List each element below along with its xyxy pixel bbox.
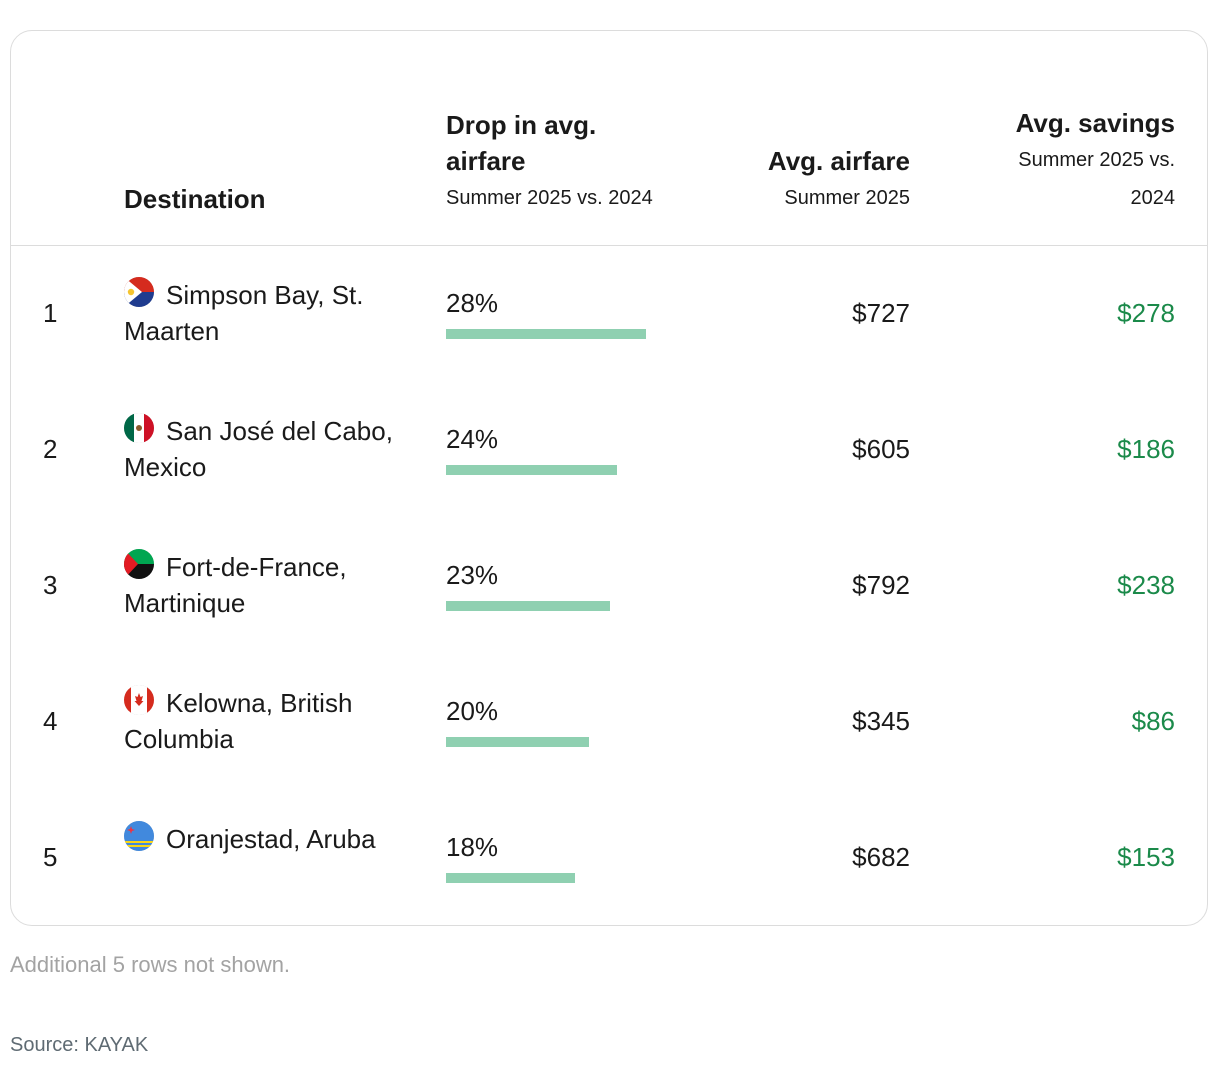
row-drop-bar [446,737,589,747]
martinique-flag-icon [124,549,154,579]
table-row: 4 Kelowna, British Columbia 20% $345 $86 [11,653,1207,789]
row-destination-label: San José del Cabo, Mexico [124,416,393,482]
row-destination: Fort-de-France, Martinique [124,549,394,621]
row-rank: 3 [43,570,58,600]
canada-flag-icon [124,685,154,715]
row-rank: 2 [43,434,58,464]
header-airfare: Avg. airfare Summer 2025 [768,143,910,217]
header-destination-title: Destination [124,184,266,214]
row-savings: $238 [1117,570,1175,600]
header-airfare-title: Avg. airfare [767,146,910,176]
row-drop-bar [446,873,575,883]
header-savings-title: Avg. savings [1015,108,1175,138]
row-rank: 5 [43,842,58,872]
row-drop-label: 23% [446,560,499,590]
table-row: 3 Fort-de-France, Martinique 23% $792 $238 [11,517,1207,653]
table-row: 1 Simpson Bay, St. Maarten 28% $727 $278 [11,245,1207,381]
row-savings: $278 [1117,298,1175,328]
row-destination-label: Kelowna, British Columbia [124,688,353,754]
mexico-flag-icon [124,413,154,443]
header-savings-subtitle: Summer 2025 vs. 2024 [1018,149,1175,209]
header-drop-title: Drop in avg. airfare [446,110,597,176]
row-airfare: $682 [852,842,910,872]
row-destination: Simpson Bay, St. Maarten [124,277,394,349]
row-drop-label: 24% [446,424,499,454]
table-row: 2 San José del Cabo, Mexico 24% $605 $186 [11,381,1207,517]
header-destination: Destination [124,181,266,217]
footnote: Additional 5 rows not shown. [10,952,291,977]
row-airfare: $792 [852,570,910,600]
row-destination: San José del Cabo, Mexico [124,413,394,485]
header-drop-subtitle: Summer 2025 vs. 2024 [446,187,653,209]
source-note: Source: KAYAK [10,1034,149,1056]
table-row: 5 Oranjestad, Aruba 18% $682 $153 [11,789,1207,925]
row-savings: $186 [1117,434,1175,464]
header-drop: Drop in avg. airfare Summer 2025 vs. 202… [446,107,656,217]
table-header: Destination Drop in avg. airfare Summer … [11,31,1207,246]
data-table-card: Destination Drop in avg. airfare Summer … [10,30,1208,926]
row-destination-label: Oranjestad, Aruba [166,824,376,854]
row-savings: $153 [1117,842,1175,872]
aruba-flag-icon [124,821,154,851]
row-destination-label: Simpson Bay, St. Maarten [124,280,364,346]
row-drop-label: 28% [446,288,499,318]
row-savings: $86 [1131,706,1175,736]
row-rank: 4 [43,706,58,736]
row-airfare: $605 [852,434,910,464]
row-drop-label: 20% [446,696,499,726]
row-drop-label: 18% [446,832,499,862]
sint-maarten-flag-icon [124,277,154,307]
row-destination: Oranjestad, Aruba [124,821,394,857]
row-airfare: $727 [852,298,910,328]
row-rank: 1 [43,298,58,328]
row-destination: Kelowna, British Columbia [124,685,394,757]
row-destination-label: Fort-de-France, Martinique [124,552,347,618]
header-savings: Avg. savings Summer 2025 vs. 2024 [975,105,1175,217]
row-drop-bar [446,465,617,475]
row-airfare: $345 [852,706,910,736]
row-drop-bar [446,601,610,611]
header-airfare-subtitle: Summer 2025 [784,187,910,209]
row-drop-bar [446,329,646,339]
